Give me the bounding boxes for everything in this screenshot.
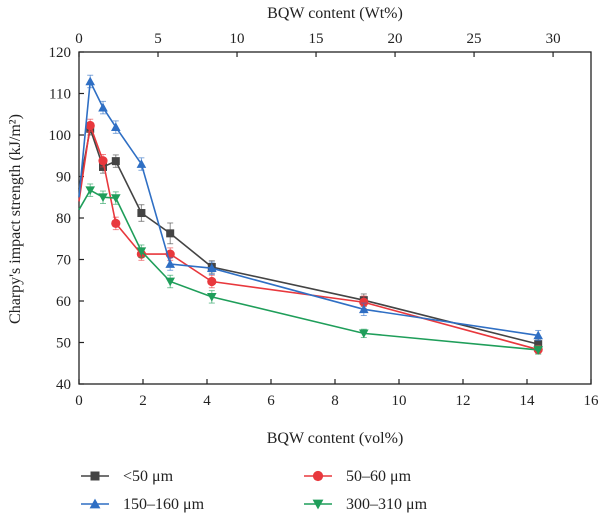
y-tick-label: 90 bbox=[56, 170, 71, 186]
legend: <50 μm 50–60 μm 150–160 μm 300–310 μm bbox=[81, 468, 428, 513]
y-tick-label: 60 bbox=[56, 294, 71, 310]
x2-tick-label: 20 bbox=[388, 31, 403, 47]
x-tick-label: 12 bbox=[456, 393, 471, 409]
x-tick-label: 2 bbox=[139, 393, 147, 409]
y-tick-label: 120 bbox=[49, 45, 72, 61]
data-point bbox=[85, 76, 95, 86]
x2-axis-label: BQW content (Wt%) bbox=[267, 5, 403, 22]
y-tick-label: 80 bbox=[56, 211, 71, 227]
x-tick-label: 4 bbox=[203, 393, 211, 409]
x2-tick-label: 10 bbox=[230, 31, 245, 47]
legend-label: 150–160 μm bbox=[123, 496, 205, 513]
data-point bbox=[534, 340, 543, 349]
series-line bbox=[78, 78, 539, 337]
legend-marker bbox=[312, 499, 324, 510]
y-tick-label: 110 bbox=[49, 87, 71, 103]
data-point bbox=[165, 277, 175, 287]
data-point bbox=[98, 102, 108, 112]
y-axis-label: Charpy's impact strength (kJ/m²) bbox=[7, 114, 24, 324]
data-point bbox=[98, 156, 108, 166]
series-3 bbox=[78, 74, 543, 341]
x2-tick-label: 0 bbox=[75, 31, 83, 47]
data-point bbox=[136, 247, 147, 256]
x2-tick-label: 30 bbox=[546, 31, 561, 47]
data-point bbox=[359, 297, 369, 307]
data-point bbox=[111, 194, 121, 203]
legend-item: <50 μm bbox=[81, 468, 174, 485]
data-point bbox=[207, 263, 217, 273]
data-point bbox=[207, 276, 217, 287]
x-tick-label: 16 bbox=[584, 393, 600, 409]
data-point bbox=[111, 218, 121, 228]
series-4 bbox=[78, 183, 543, 355]
x2-tick-label: 25 bbox=[467, 31, 482, 47]
data-point bbox=[111, 157, 120, 166]
x-tick-label: 8 bbox=[331, 393, 339, 409]
data-point bbox=[111, 122, 121, 131]
y-tick-label: 100 bbox=[49, 128, 72, 144]
series-line bbox=[78, 125, 539, 351]
series-1 bbox=[78, 122, 543, 350]
data-point bbox=[533, 346, 543, 355]
data-point bbox=[98, 193, 108, 203]
y-tick-label: 50 bbox=[56, 336, 71, 352]
x-tick-label: 14 bbox=[520, 393, 536, 409]
x-tick-label: 6 bbox=[267, 393, 275, 409]
x2-tick-label: 15 bbox=[309, 31, 324, 47]
x-axis-label: BQW content (vol%) bbox=[267, 430, 404, 447]
data-point bbox=[165, 259, 175, 268]
plot-area bbox=[78, 51, 592, 385]
legend-label: 50–60 μm bbox=[346, 468, 412, 485]
legend-marker bbox=[312, 470, 324, 482]
legend-label: <50 μm bbox=[123, 468, 174, 485]
data-point bbox=[207, 293, 217, 302]
x2-tick-label: 5 bbox=[154, 31, 162, 47]
x-tick-label: 0 bbox=[75, 393, 83, 409]
data-point bbox=[85, 120, 95, 131]
data-point bbox=[136, 159, 147, 168]
y-tick-label: 70 bbox=[56, 253, 71, 269]
legend-marker bbox=[89, 498, 101, 509]
legend-item: 300–310 μm bbox=[304, 496, 428, 513]
x-tick-label: 10 bbox=[392, 393, 407, 409]
data-point bbox=[137, 209, 146, 218]
data-point bbox=[359, 304, 369, 314]
data-point bbox=[85, 186, 95, 195]
y-tick-label: 40 bbox=[56, 377, 71, 393]
legend-label: 300–310 μm bbox=[346, 496, 428, 513]
series-2 bbox=[78, 118, 543, 355]
legend-marker bbox=[90, 471, 100, 481]
data-point bbox=[166, 229, 175, 238]
legend-item: 150–160 μm bbox=[81, 496, 205, 513]
data-point bbox=[533, 330, 543, 340]
series-line bbox=[78, 125, 539, 345]
legend-item: 50–60 μm bbox=[304, 468, 412, 485]
data-point bbox=[359, 329, 369, 339]
